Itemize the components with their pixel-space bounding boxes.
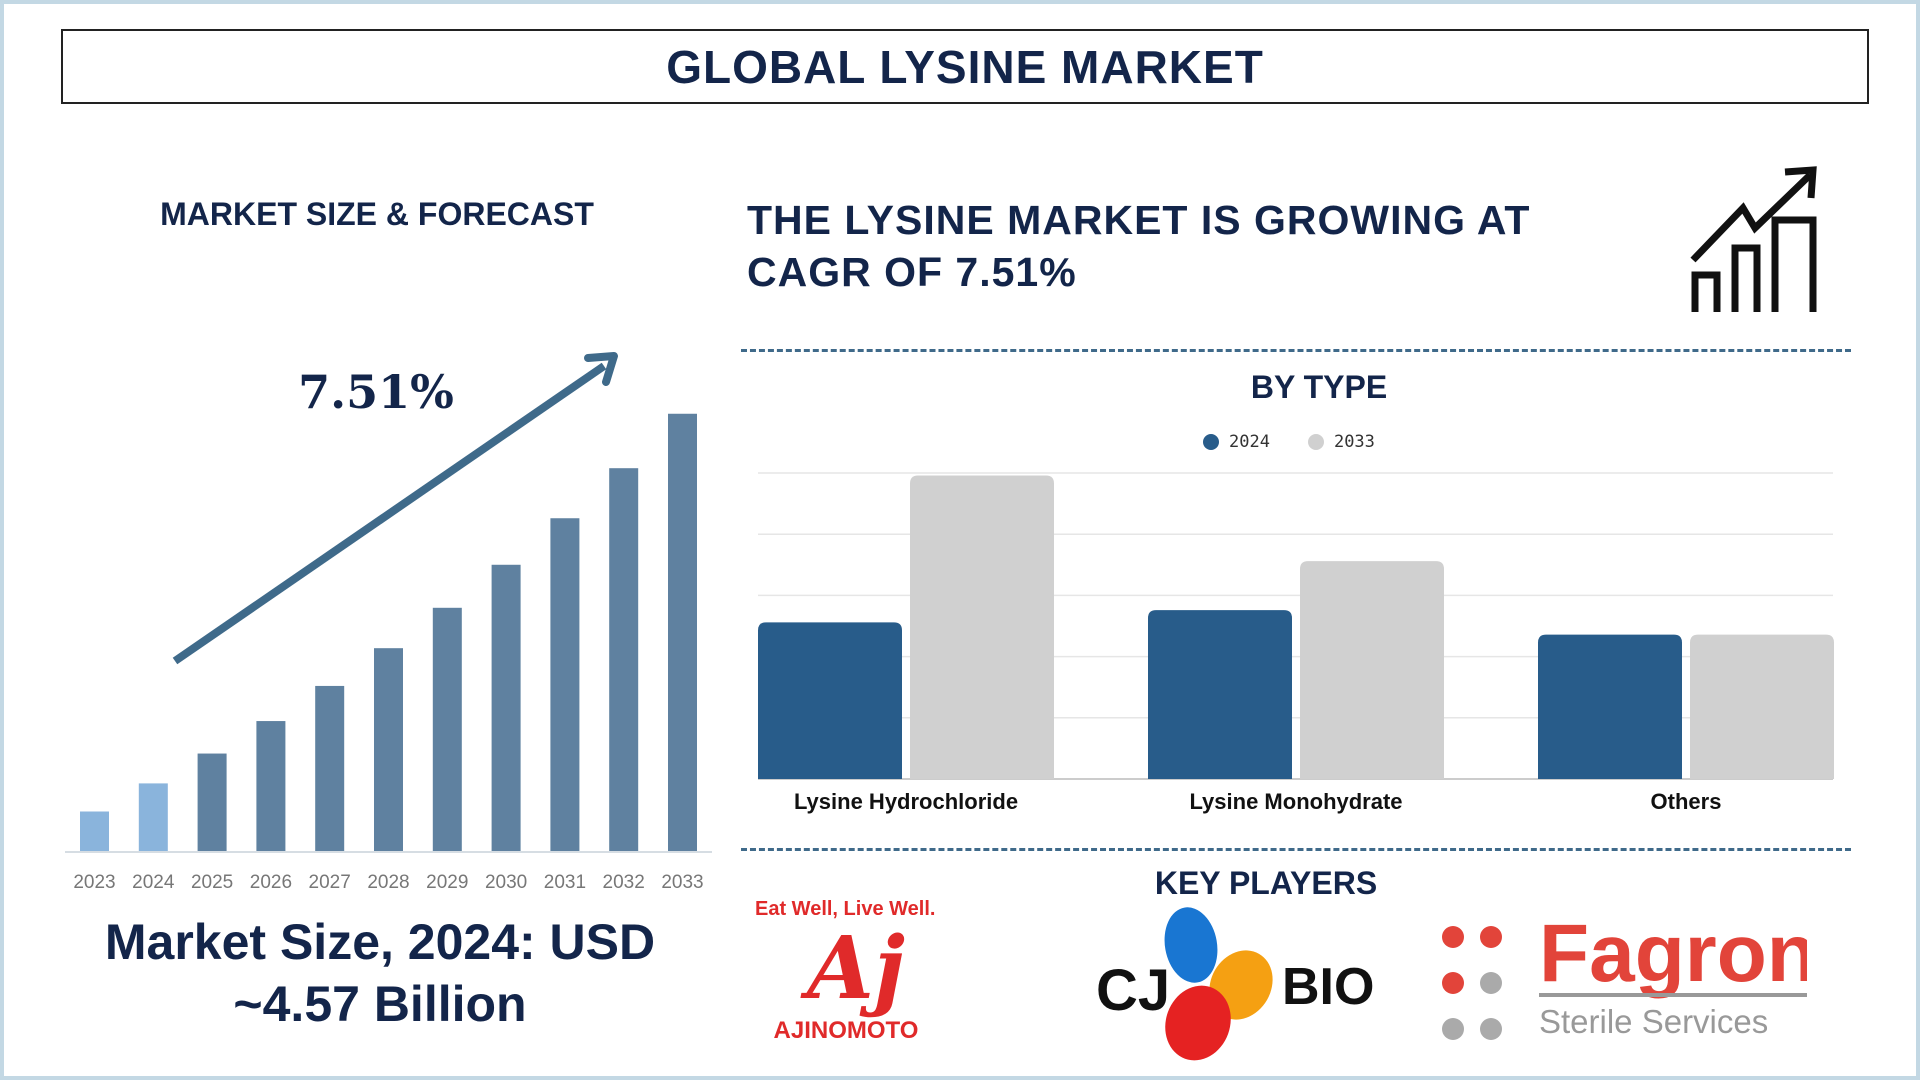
bar-2024 xyxy=(1538,634,1682,779)
market-size-chart: 2023 2024 2025 2026 2027 2028 2029 2030 2031 2032… xyxy=(65,352,712,893)
market-size-line1: Market Size, 2024: USD xyxy=(104,914,656,970)
fagron-wordmark: Fagron xyxy=(1539,915,1807,999)
bar-2024 xyxy=(138,783,168,851)
cj-petal-icon xyxy=(1164,907,1273,1061)
bar-2033 xyxy=(910,475,1054,779)
divider-bottom xyxy=(741,848,1851,851)
bar-2031 xyxy=(550,518,580,851)
key-players-heading: KEY PLAYERS xyxy=(1154,865,1378,901)
legend-swatch-2024 xyxy=(1203,434,1219,450)
category-label: Others xyxy=(1651,789,1722,814)
bar-2032 xyxy=(609,468,639,851)
bio-text: BIO xyxy=(1282,958,1375,1016)
ajinomoto-mark: Aj xyxy=(807,918,905,1019)
x-tick-label: 2033 xyxy=(661,872,703,893)
fagron-rule xyxy=(1539,993,1807,997)
bar-2025 xyxy=(197,753,227,851)
title-box: GLOBAL LYSINE MARKET xyxy=(61,29,1869,104)
legend-swatch-2033 xyxy=(1307,434,1324,450)
ajinomoto-tagline: Eat Well, Live Well. xyxy=(755,898,936,920)
growth-arrow-icon xyxy=(172,352,618,665)
category-label: Lysine Monohydrate xyxy=(1189,789,1402,814)
bar-2026 xyxy=(256,721,286,851)
page-title: GLOBAL LYSINE MARKET xyxy=(666,40,1264,93)
bar-2030 xyxy=(491,564,521,851)
by-type-heading: BY TYPE xyxy=(1250,369,1388,405)
bar-2033 xyxy=(668,413,697,851)
bar-2024 xyxy=(1148,610,1292,779)
x-tick-label: 2028 xyxy=(367,872,409,893)
market-size-heading: MARKET SIZE & FORECAST xyxy=(160,196,594,232)
ajinomoto-logo: Eat Well, Live Well. Aj AJINOMOTO xyxy=(755,898,977,1058)
cagr-label: 7.51% xyxy=(298,365,454,419)
x-tick-label: 2027 xyxy=(309,872,351,893)
x-tick-label: 2026 xyxy=(250,872,292,893)
legend-item-2033: 2033 xyxy=(1307,432,1375,452)
x-tick-label: 2023 xyxy=(73,872,115,893)
bar-2033 xyxy=(1690,634,1834,779)
bar-2028 xyxy=(374,648,403,851)
headline-line2: CAGR OF 7.51% xyxy=(747,249,1077,295)
ajinomoto-wordmark: AJINOMOTO xyxy=(773,1017,919,1044)
x-tick-label: 2031 xyxy=(544,872,586,893)
growth-chart-icon xyxy=(1690,166,1817,312)
fagron-tagline: Sterile Services xyxy=(1539,1003,1769,1040)
x-tick-label: 2024 xyxy=(132,872,175,893)
cj-bio-logo: CJ BIO xyxy=(1096,905,1386,1065)
x-tick-label: 2029 xyxy=(426,872,468,893)
bar-2024 xyxy=(758,622,902,779)
legend-label-2033: 2033 xyxy=(1333,432,1375,452)
market-size-line2: ~4.57 Billion xyxy=(233,976,527,1032)
divider-top xyxy=(741,349,1851,352)
cj-text: CJ xyxy=(1096,958,1171,1023)
headline-line1: THE LYSINE MARKET IS GROWING AT xyxy=(747,197,1531,243)
fagron-dots-icon xyxy=(1442,926,1502,1040)
bar-2029 xyxy=(432,607,462,851)
legend-label-2024: 2024 xyxy=(1229,432,1270,452)
bar-2023 xyxy=(80,811,109,851)
x-tick-label: 2030 xyxy=(485,872,527,893)
x-tick-label: 2032 xyxy=(603,872,645,893)
x-tick-label: 2025 xyxy=(191,872,233,893)
category-label: Lysine Hydrochloride xyxy=(794,789,1018,814)
fagron-logo: Fagron Sterile Services xyxy=(1439,915,1807,1045)
bar-2033 xyxy=(1300,561,1444,779)
type-legend: 2024 2033 xyxy=(1203,432,1375,452)
bar-2027 xyxy=(315,685,345,851)
legend-item-2024: 2024 xyxy=(1203,432,1270,452)
by-type-chart: Lysine Hydrochloride Lysine Monohydrate Ot… xyxy=(758,472,1834,814)
